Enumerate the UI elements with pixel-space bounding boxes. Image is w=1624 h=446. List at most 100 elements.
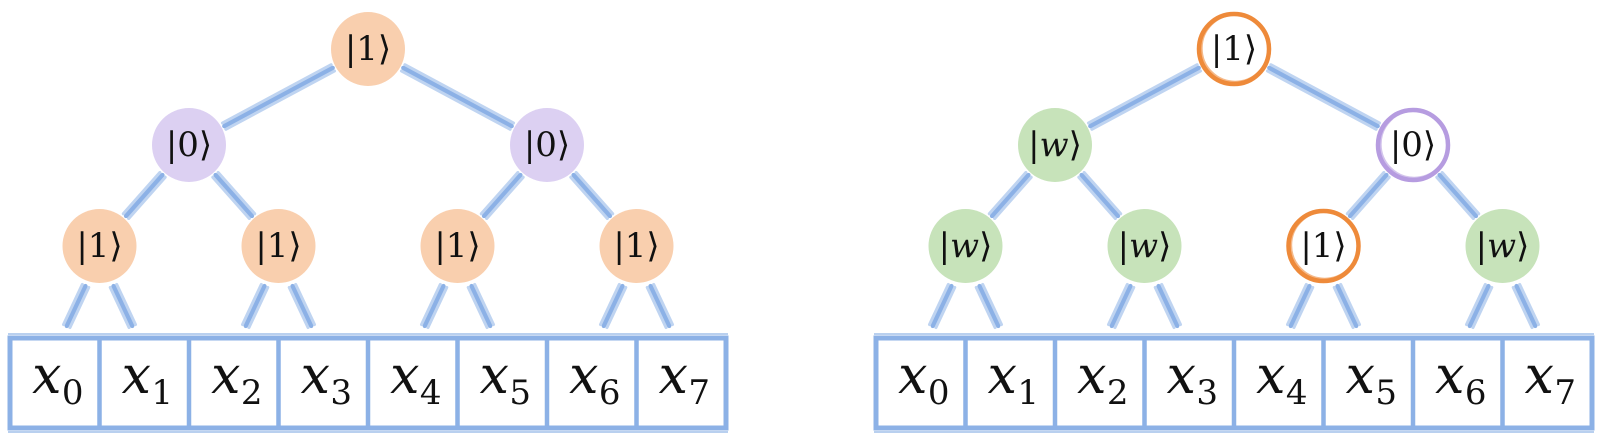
level1-node: |0⟩	[152, 108, 226, 182]
node-label: |w⟩	[1118, 226, 1172, 266]
cell-subscript: 7	[688, 373, 710, 413]
node-fill	[420, 209, 495, 283]
cell-subscript: 4	[420, 373, 442, 413]
cell-variable: x	[988, 346, 1017, 406]
node-label: |1⟩	[76, 226, 122, 266]
node-label: |w⟩	[1028, 125, 1082, 165]
cell-subscript: 1	[1017, 373, 1039, 413]
cell-variable: x	[1435, 346, 1464, 406]
edge-level2-to-cell	[1285, 282, 1315, 330]
node-label: |1⟩	[1211, 29, 1257, 69]
level2-node: |1⟩	[420, 209, 495, 283]
cell-variable: x	[480, 346, 509, 406]
node-label: |1⟩	[1300, 226, 1346, 266]
edge-root-to-level1	[1265, 63, 1382, 131]
left-tree: x 0 x 1 x 2 x 3 x 4 x 5 x 6 x 7|1⟩|0⟩ |0⟩|1⟩ |1⟩ |1⟩ |1⟩	[7, 12, 729, 433]
level2-node: |w⟩	[1465, 209, 1540, 283]
edge-level2-to-cell	[287, 282, 317, 330]
edge-level2-to-cell	[419, 282, 449, 330]
cell-variable: x	[898, 346, 927, 406]
cell-subscript: 5	[1375, 373, 1397, 413]
edge-root-to-level1	[1086, 63, 1203, 131]
edge-level2-to-cell	[974, 282, 1004, 330]
cell-variable: x	[1346, 346, 1375, 406]
edge-level2-to-cell	[1332, 282, 1362, 330]
edge-level2-to-cell	[1511, 282, 1541, 330]
node-fill	[928, 209, 1003, 283]
level2-node: |1⟩	[1286, 208, 1361, 284]
edge-root-to-level1	[399, 63, 516, 131]
node-label: |1⟩	[255, 226, 301, 266]
cell-variable: x	[301, 346, 330, 406]
cell-variable: x	[390, 346, 419, 406]
node-fill	[599, 209, 674, 283]
cell-variable: x	[1525, 346, 1554, 406]
cell-variable: x	[211, 346, 240, 406]
level1-node: |0⟩	[1375, 107, 1451, 183]
edge-level2-to-cell	[1464, 282, 1494, 330]
cell-subscript: 1	[151, 373, 173, 413]
node-label: |0⟩	[524, 125, 570, 165]
edge-level1-to-level2	[211, 171, 257, 220]
node-fill	[1465, 209, 1540, 283]
cell-variable: x	[1167, 346, 1196, 406]
cell-subscript: 0	[928, 373, 950, 413]
edge-level1-to-level2	[1435, 171, 1481, 220]
edge-level2-to-cell	[598, 282, 628, 330]
edge-level2-to-cell	[927, 282, 957, 330]
root-node: |1⟩	[331, 12, 405, 86]
edge-level2-to-cell	[1106, 282, 1136, 330]
edge-level1-to-level2	[569, 171, 615, 220]
cell-variable: x	[32, 346, 61, 406]
node-label: |0⟩	[166, 125, 212, 165]
edge-root-to-level1	[220, 63, 337, 131]
edge-level2-to-cell	[240, 282, 270, 330]
node-fill	[152, 108, 226, 182]
level2-node: |1⟩	[599, 209, 674, 283]
level1-node: |0⟩	[510, 108, 584, 182]
node-fill	[1018, 108, 1092, 182]
cell-subscript: 6	[599, 373, 621, 413]
edge-level1-to-level2	[1345, 171, 1391, 220]
level2-node: |w⟩	[1107, 209, 1182, 283]
edge-level1-to-level2	[987, 171, 1033, 220]
edge-level1-to-level2	[479, 171, 525, 220]
level2-node: |1⟩	[62, 209, 137, 283]
node-fill	[331, 12, 405, 86]
cell-subscript: 3	[1196, 373, 1218, 413]
cell-variable: x	[659, 346, 688, 406]
level2-node: |1⟩	[241, 209, 316, 283]
node-label: |0⟩	[1390, 125, 1436, 165]
node-label: |1⟩	[345, 29, 391, 69]
node-label: |1⟩	[434, 226, 480, 266]
cell-subscript: 2	[241, 373, 263, 413]
edge-level2-to-cell	[61, 282, 91, 330]
edge-level1-to-level2	[1077, 171, 1123, 220]
edge-level2-to-cell	[466, 282, 496, 330]
edge-level1-to-level2	[121, 171, 167, 220]
edge-level2-to-cell	[1153, 282, 1183, 330]
node-fill	[241, 209, 316, 283]
node-fill	[510, 108, 584, 182]
node-fill	[62, 209, 137, 283]
right-tree: x 0 x 1 x 2 x 3 x 4 x 5 x 6 x 7|1⟩|w⟩ |0⟩|w⟩ |w⟩ |1⟩ |w⟩	[873, 11, 1595, 433]
cell-variable: x	[1077, 346, 1106, 406]
cell-subscript: 4	[1286, 373, 1308, 413]
